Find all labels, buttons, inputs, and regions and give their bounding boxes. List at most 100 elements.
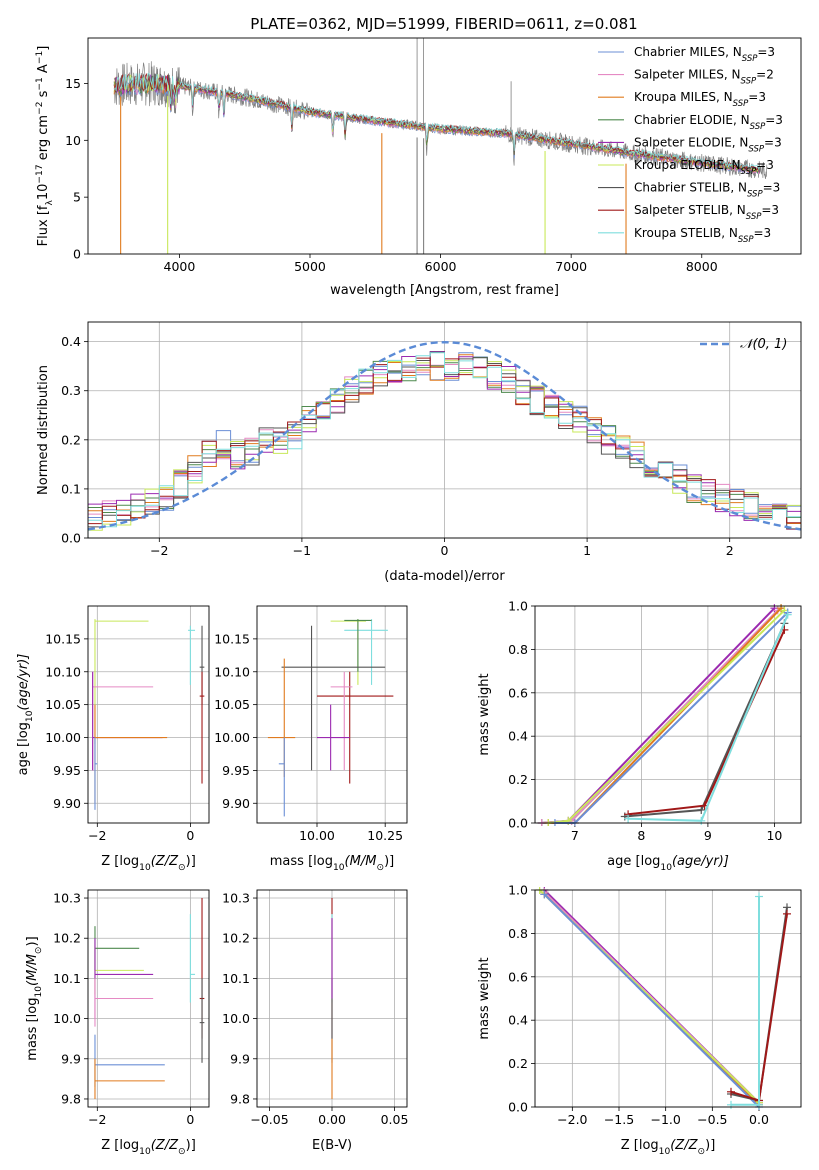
weight-lines: [535, 887, 791, 1110]
spectrum-plot: 4000 5000 6000 7000 8000 0 5 10 15 Chabrier MILES…: [35, 37, 802, 298]
axes-frame: [87, 37, 802, 255]
x-tick-label: 9: [704, 828, 712, 843]
y-tick-label: 10.0: [222, 1011, 250, 1026]
histograms: [88, 340, 801, 538]
axes-frame: [256, 889, 408, 1108]
y-tick-label: 0.4: [508, 729, 528, 744]
x-tick-label: 0: [186, 1112, 194, 1127]
y-tick-label: 10.2: [53, 931, 81, 946]
histogram-step: [88, 352, 801, 538]
y-tick-label: 5: [73, 190, 81, 205]
errorbars: [267, 619, 394, 817]
x-tick-label: 0.0: [749, 1112, 769, 1127]
x-tick-label: 0.05: [381, 1112, 409, 1127]
weight-line: [543, 893, 760, 1108]
mass-vs-metallicity-plot: −2 0 9.8 9.9 10.0 10.1 10.2 10.3 Z [log10(Z/Z⊙)]…: [25, 889, 210, 1157]
y-tick-label: 10.10: [45, 664, 81, 679]
y-tick-label: 0.3: [61, 383, 81, 398]
x-axis-label: E(B-V): [312, 1138, 352, 1153]
x-tick-label: 6000: [425, 259, 457, 274]
y-tick-label: 10.0: [53, 1011, 81, 1026]
x-axis-label: wavelength [Angstrom, rest frame]: [330, 283, 559, 298]
y-tick-label: 9.9: [230, 1051, 250, 1066]
axes-frame: [534, 605, 802, 824]
y-axis-label: mass weight: [477, 673, 492, 755]
y-tick-label: 10.2: [222, 931, 250, 946]
y-tick-label: 10: [65, 133, 81, 148]
y-tick-label: 0.2: [508, 772, 528, 787]
y-tick-label: 10.1: [222, 971, 250, 986]
mass-weight-vs-metallicity-plot: −2.0 −1.5 −1.0 −0.5 0.0 0.0 0.2 0.4 0.6 0.8 1.0 Z […: [477, 883, 802, 1157]
x-tick-label: −1.5: [604, 1112, 634, 1127]
x-tick-label: 8: [637, 828, 645, 843]
legend-label: Salpeter MILES, NSSP=2: [634, 68, 774, 87]
x-tick-label: 10: [766, 828, 782, 843]
errorbars: [92, 619, 205, 810]
x-tick-label: −2: [88, 828, 106, 843]
x-tick-label: 2: [726, 543, 734, 558]
y-tick-label: 10.3: [53, 891, 81, 906]
age-vs-mass-plot: 10.00 10.25 9.90 9.95 10.00 10.05 10.10 10.15 ma…: [214, 605, 408, 873]
y-tick-label: 0.6: [508, 685, 528, 700]
y-tick-label: 9.8: [61, 1091, 81, 1106]
legend-label: Salpeter STELIB, NSSP=3: [634, 203, 779, 222]
legend-label: Kroupa STELIB, NSSP=3: [634, 226, 771, 245]
y-tick-label: 0.2: [508, 1056, 528, 1071]
y-tick-label: 10.00: [214, 730, 250, 745]
y-tick-label: 10.00: [45, 730, 81, 745]
legend-label: Chabrier MILES, NSSP=3: [634, 45, 775, 64]
y-tick-label: 9.90: [222, 796, 250, 811]
y-tick-label: 9.8: [230, 1091, 250, 1106]
axes-frame: [256, 605, 408, 824]
y-tick-label: 0.4: [508, 1013, 528, 1028]
legend-label: Chabrier ELODIE, NSSP=3: [634, 113, 783, 132]
axes-frame: [87, 321, 802, 539]
x-axis-label: Z [log10(Z/Z⊙)]: [101, 1138, 196, 1157]
x-axis-label: age [log10(age/yr)]: [607, 854, 729, 873]
x-tick-label: 0.00: [318, 1112, 346, 1127]
legend-label: Chabrier STELIB, NSSP=3: [634, 181, 780, 200]
x-tick-label: 0: [441, 543, 449, 558]
x-tick-label: 10.25: [367, 828, 403, 843]
legend-label: Salpeter ELODIE, NSSP=3: [634, 135, 782, 154]
legend-label: 𝒩(0, 1): [740, 337, 787, 352]
mass-vs-extinction-plot: −0.05 0.00 0.05 9.8 9.9 10.0 10.1 10.2 10.3 E(B-V…: [222, 889, 409, 1153]
x-tick-label: 5000: [294, 259, 326, 274]
y-tick-label: 10.15: [45, 631, 81, 646]
x-tick-label: −0.05: [250, 1112, 288, 1127]
spectrum-lines: [113, 38, 768, 254]
y-tick-label: 0.4: [61, 334, 81, 349]
figure-title: PLATE=0362, MJD=51999, FIBERID=0611, z=0…: [250, 15, 637, 33]
y-tick-label: 10.05: [45, 697, 81, 712]
x-tick-label: 7000: [555, 259, 587, 274]
legend-label: Kroupa MILES, NSSP=3: [634, 90, 766, 109]
x-tick-label: −0.5: [697, 1112, 727, 1127]
y-tick-label: 9.95: [53, 763, 81, 778]
y-tick-label: 10.1: [53, 971, 81, 986]
x-tick-label: −2.0: [557, 1112, 587, 1127]
y-tick-label: 1.0: [508, 883, 528, 898]
y-tick-label: 0.1: [61, 481, 81, 496]
x-axis-label: (data-model)/error: [384, 569, 505, 584]
mass-weight-vs-age-plot: 7 8 9 10 0.0 0.2 0.4 0.6 0.8 1.0 age [log10(age/yr…: [477, 599, 802, 873]
x-tick-label: 8000: [686, 259, 718, 274]
legend-label: Kroupa ELODIE, NSSP=3: [634, 158, 774, 177]
y-tick-label: 1.0: [508, 599, 528, 614]
x-tick-label: −2: [150, 543, 168, 558]
y-tick-label: 0.2: [61, 432, 81, 447]
x-tick-label: 7: [571, 828, 579, 843]
x-tick-label: 10.00: [299, 828, 335, 843]
y-tick-label: 15: [65, 76, 81, 91]
y-tick-label: 10.3: [222, 891, 250, 906]
x-tick-label: 4000: [164, 259, 196, 274]
x-axis-label: Z [log10(Z/Z⊙)]: [101, 854, 196, 873]
y-tick-label: 0.0: [508, 816, 528, 831]
axes-frame: [534, 889, 802, 1108]
model-spectrum-line: [113, 72, 760, 171]
errorbars: [94, 898, 205, 1099]
model-spectrum-line: [113, 72, 761, 170]
y-axis-label: age [log10(age/yr)]: [16, 654, 35, 776]
x-tick-label: 1: [583, 543, 591, 558]
axes-frame: [87, 605, 210, 824]
